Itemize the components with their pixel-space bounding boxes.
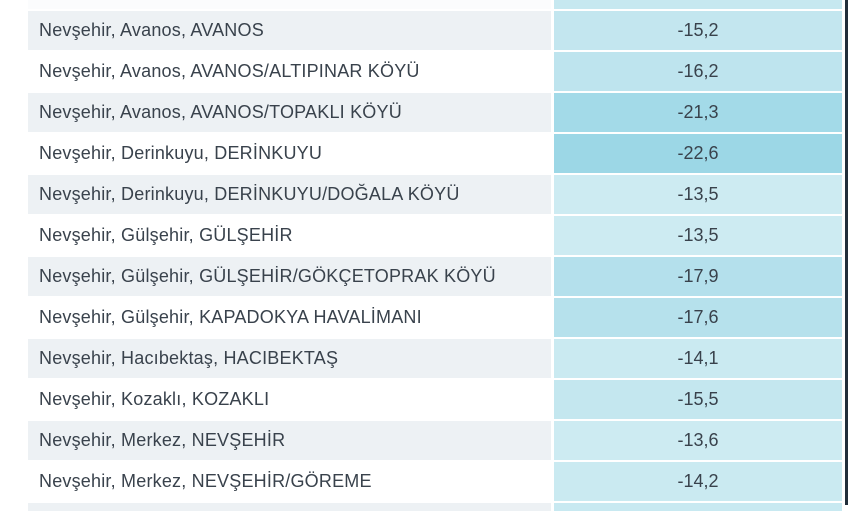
table-row: Nevşehir, Gülşehir, GÜLŞEHİR -13,5 (28, 216, 842, 255)
station-name-cell: Nevşehir, Avanos, AVANOS/TOPAKLI KÖYÜ (28, 93, 551, 132)
right-margin (849, 0, 856, 511)
temperature-cell: -15,2 (554, 11, 842, 50)
table-row: Nevşehir, Derinkuyu, DERİNKUYU/DOĞALA KÖ… (28, 175, 842, 214)
temperature-cell: -17,6 (554, 298, 842, 337)
station-name-cell: Nevşehir, Gülşehir, GÜLŞEHİR/GÖKÇETOPRAK… (28, 257, 551, 296)
temperature-cell: -22,6 (554, 134, 842, 173)
table-row: Nevşehir, Merkez, NEVŞEHİR/GÖREME -14,2 (28, 462, 842, 501)
table-row: Nevşehir, Derinkuyu, DERİNKUYU -22,6 (28, 134, 842, 173)
temperature-cell: -17,9 (554, 257, 842, 296)
table-row: Nevşehir, Avanos, AVANOS/ALTIPINAR KÖYÜ … (28, 52, 842, 91)
station-name-cell: Nevşehir, Merkez, NEVŞEHİR/GÖREME (28, 462, 551, 501)
table-row: Nevşehir, Gülşehir, GÜLŞEHİR/GÖKÇETOPRAK… (28, 257, 842, 296)
temperature-cell: -15,5 (554, 380, 842, 419)
table-row: Nevşehir, Avanos, AVANOS -15,2 (28, 11, 842, 50)
station-name-cell: Nevşehir, Gülşehir, GÜLŞEHİR (28, 216, 551, 255)
station-name-cell: Nevşehir, Merkez, NEVŞEHİR (28, 421, 551, 460)
station-name-cell (28, 503, 551, 511)
temperature-cell (554, 503, 842, 511)
station-name-cell (28, 0, 551, 9)
table-row: Nevşehir, Kozaklı, KOZAKLI -15,5 (28, 380, 842, 419)
table-row-clipped-top (28, 0, 842, 9)
station-name-cell: Nevşehir, Derinkuyu, DERİNKUYU/DOĞALA KÖ… (28, 175, 551, 214)
station-name-cell: Nevşehir, Avanos, AVANOS (28, 11, 551, 50)
temperature-cell: -13,6 (554, 421, 842, 460)
window-border (845, 0, 848, 505)
table-row: Nevşehir, Merkez, NEVŞEHİR -13,6 (28, 421, 842, 460)
station-name-cell: Nevşehir, Kozaklı, KOZAKLI (28, 380, 551, 419)
table-row-clipped-bottom (28, 503, 842, 511)
temperature-cell: -14,1 (554, 339, 842, 378)
station-name-cell: Nevşehir, Avanos, AVANOS/ALTIPINAR KÖYÜ (28, 52, 551, 91)
table-row: Nevşehir, Avanos, AVANOS/TOPAKLI KÖYÜ -2… (28, 93, 842, 132)
temperature-cell: -14,2 (554, 462, 842, 501)
temperature-cell: -13,5 (554, 175, 842, 214)
table-row: Nevşehir, Gülşehir, KAPADOKYA HAVALİMANI… (28, 298, 842, 337)
station-temperature-table: Nevşehir, Avanos, AVANOS -15,2 Nevşehir,… (28, 0, 842, 511)
table-row: Nevşehir, Hacıbektaş, HACIBEKTAŞ -14,1 (28, 339, 842, 378)
station-name-cell: Nevşehir, Hacıbektaş, HACIBEKTAŞ (28, 339, 551, 378)
temperature-cell: -13,5 (554, 216, 842, 255)
temperature-cell (554, 0, 842, 9)
temperature-cell: -16,2 (554, 52, 842, 91)
station-name-cell: Nevşehir, Gülşehir, KAPADOKYA HAVALİMANI (28, 298, 551, 337)
station-name-cell: Nevşehir, Derinkuyu, DERİNKUYU (28, 134, 551, 173)
temperature-cell: -21,3 (554, 93, 842, 132)
